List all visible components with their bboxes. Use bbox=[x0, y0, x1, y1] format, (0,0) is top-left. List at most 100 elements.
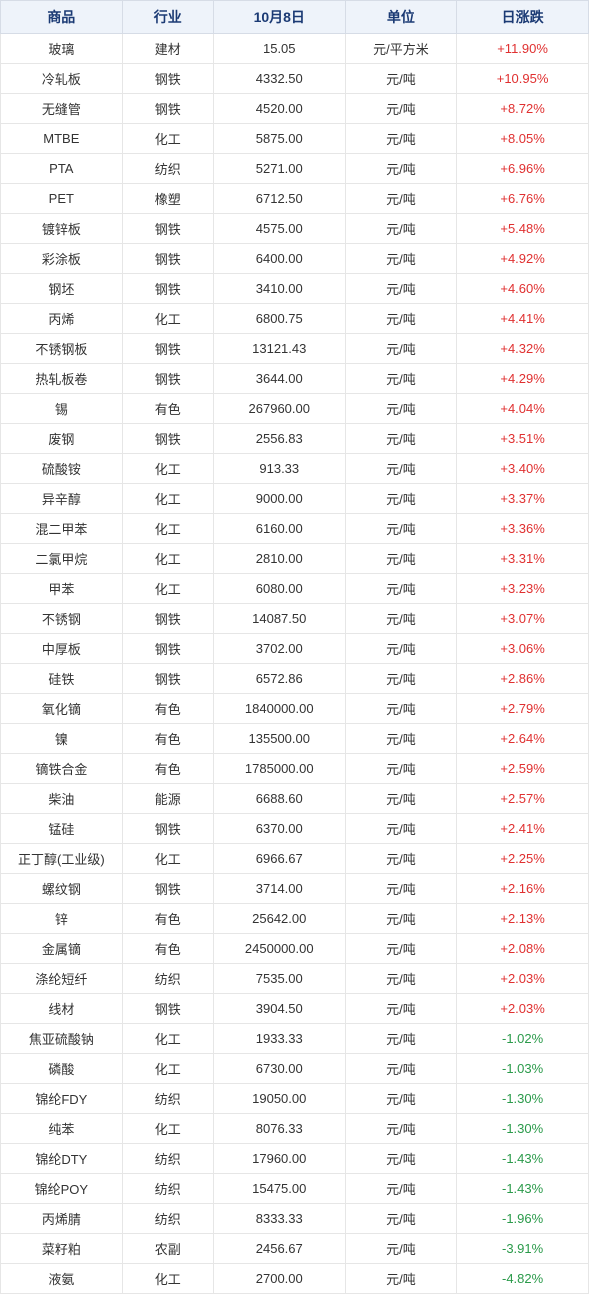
table-row: 锌有色25642.00元/吨+2.13% bbox=[1, 904, 589, 934]
cell-product: 锡 bbox=[1, 394, 123, 424]
cell-unit: 元/吨 bbox=[345, 874, 457, 904]
cell-price: 15475.00 bbox=[213, 1174, 345, 1204]
cell-unit: 元/平方米 bbox=[345, 34, 457, 64]
cell-industry: 能源 bbox=[122, 784, 213, 814]
cell-unit: 元/吨 bbox=[345, 514, 457, 544]
cell-industry: 纺织 bbox=[122, 1204, 213, 1234]
cell-change: +4.32% bbox=[457, 334, 589, 364]
cell-unit: 元/吨 bbox=[345, 1054, 457, 1084]
cell-price: 9000.00 bbox=[213, 484, 345, 514]
cell-unit: 元/吨 bbox=[345, 934, 457, 964]
cell-industry: 化工 bbox=[122, 484, 213, 514]
cell-change: +2.41% bbox=[457, 814, 589, 844]
col-unit: 单位 bbox=[345, 1, 457, 34]
cell-industry: 有色 bbox=[122, 754, 213, 784]
cell-unit: 元/吨 bbox=[345, 694, 457, 724]
cell-industry: 有色 bbox=[122, 904, 213, 934]
cell-product: 镍 bbox=[1, 724, 123, 754]
cell-price: 913.33 bbox=[213, 454, 345, 484]
cell-change: +2.57% bbox=[457, 784, 589, 814]
table-row: 废钢钢铁2556.83元/吨+3.51% bbox=[1, 424, 589, 454]
cell-product: 丙烯 bbox=[1, 304, 123, 334]
cell-product: 镝铁合金 bbox=[1, 754, 123, 784]
cell-unit: 元/吨 bbox=[345, 784, 457, 814]
cell-price: 3410.00 bbox=[213, 274, 345, 304]
cell-change: +2.03% bbox=[457, 994, 589, 1024]
cell-unit: 元/吨 bbox=[345, 1084, 457, 1114]
table-row: 锦纶POY纺织15475.00元/吨-1.43% bbox=[1, 1174, 589, 1204]
cell-product: PET bbox=[1, 184, 123, 214]
cell-unit: 元/吨 bbox=[345, 1204, 457, 1234]
cell-price: 1785000.00 bbox=[213, 754, 345, 784]
table-row: 锦纶FDY纺织19050.00元/吨-1.30% bbox=[1, 1084, 589, 1114]
cell-change: +3.06% bbox=[457, 634, 589, 664]
table-row: 丙烯腈纺织8333.33元/吨-1.96% bbox=[1, 1204, 589, 1234]
cell-unit: 元/吨 bbox=[345, 994, 457, 1024]
cell-product: 混二甲苯 bbox=[1, 514, 123, 544]
cell-unit: 元/吨 bbox=[345, 724, 457, 754]
cell-product: 锰硅 bbox=[1, 814, 123, 844]
cell-industry: 化工 bbox=[122, 1114, 213, 1144]
cell-industry: 钢铁 bbox=[122, 604, 213, 634]
cell-change: +6.76% bbox=[457, 184, 589, 214]
cell-price: 8333.33 bbox=[213, 1204, 345, 1234]
cell-product: PTA bbox=[1, 154, 123, 184]
cell-price: 2450000.00 bbox=[213, 934, 345, 964]
cell-price: 6800.75 bbox=[213, 304, 345, 334]
cell-price: 4332.50 bbox=[213, 64, 345, 94]
table-row: 线材钢铁3904.50元/吨+2.03% bbox=[1, 994, 589, 1024]
cell-industry: 化工 bbox=[122, 124, 213, 154]
cell-change: -1.43% bbox=[457, 1144, 589, 1174]
cell-unit: 元/吨 bbox=[345, 604, 457, 634]
cell-change: +2.13% bbox=[457, 904, 589, 934]
cell-industry: 化工 bbox=[122, 844, 213, 874]
table-row: 液氨化工2700.00元/吨-4.82% bbox=[1, 1264, 589, 1294]
cell-change: +10.95% bbox=[457, 64, 589, 94]
cell-price: 8076.33 bbox=[213, 1114, 345, 1144]
cell-unit: 元/吨 bbox=[345, 214, 457, 244]
cell-change: +3.36% bbox=[457, 514, 589, 544]
table-row: 镝铁合金有色1785000.00元/吨+2.59% bbox=[1, 754, 589, 784]
cell-product: 焦亚硫酸钠 bbox=[1, 1024, 123, 1054]
cell-industry: 纺织 bbox=[122, 1084, 213, 1114]
cell-change: +3.40% bbox=[457, 454, 589, 484]
cell-industry: 钢铁 bbox=[122, 664, 213, 694]
cell-product: 柴油 bbox=[1, 784, 123, 814]
cell-change: +11.90% bbox=[457, 34, 589, 64]
cell-price: 6966.67 bbox=[213, 844, 345, 874]
cell-industry: 有色 bbox=[122, 694, 213, 724]
cell-industry: 有色 bbox=[122, 934, 213, 964]
cell-industry: 钢铁 bbox=[122, 64, 213, 94]
cell-change: -1.43% bbox=[457, 1174, 589, 1204]
cell-unit: 元/吨 bbox=[345, 484, 457, 514]
cell-change: -1.30% bbox=[457, 1114, 589, 1144]
cell-price: 6712.50 bbox=[213, 184, 345, 214]
table-row: 氧化镝有色1840000.00元/吨+2.79% bbox=[1, 694, 589, 724]
cell-unit: 元/吨 bbox=[345, 274, 457, 304]
cell-change: +3.37% bbox=[457, 484, 589, 514]
table-row: 菜籽粕农副2456.67元/吨-3.91% bbox=[1, 1234, 589, 1264]
cell-price: 6080.00 bbox=[213, 574, 345, 604]
cell-unit: 元/吨 bbox=[345, 544, 457, 574]
cell-price: 2810.00 bbox=[213, 544, 345, 574]
table-row: 二氯甲烷化工2810.00元/吨+3.31% bbox=[1, 544, 589, 574]
table-row: 不锈钢钢铁14087.50元/吨+3.07% bbox=[1, 604, 589, 634]
cell-industry: 化工 bbox=[122, 304, 213, 334]
cell-industry: 钢铁 bbox=[122, 244, 213, 274]
table-row: 玻璃建材15.05元/平方米+11.90% bbox=[1, 34, 589, 64]
cell-industry: 钢铁 bbox=[122, 814, 213, 844]
cell-industry: 钢铁 bbox=[122, 334, 213, 364]
cell-industry: 橡塑 bbox=[122, 184, 213, 214]
cell-change: -1.30% bbox=[457, 1084, 589, 1114]
cell-industry: 化工 bbox=[122, 1054, 213, 1084]
cell-change: -3.91% bbox=[457, 1234, 589, 1264]
cell-product: 涤纶短纤 bbox=[1, 964, 123, 994]
table-row: 镍有色135500.00元/吨+2.64% bbox=[1, 724, 589, 754]
table-row: 热轧板卷钢铁3644.00元/吨+4.29% bbox=[1, 364, 589, 394]
table-row: 镀锌板钢铁4575.00元/吨+5.48% bbox=[1, 214, 589, 244]
cell-price: 13121.43 bbox=[213, 334, 345, 364]
cell-industry: 纺织 bbox=[122, 964, 213, 994]
cell-unit: 元/吨 bbox=[345, 454, 457, 484]
cell-price: 2700.00 bbox=[213, 1264, 345, 1294]
table-row: 彩涂板钢铁6400.00元/吨+4.92% bbox=[1, 244, 589, 274]
